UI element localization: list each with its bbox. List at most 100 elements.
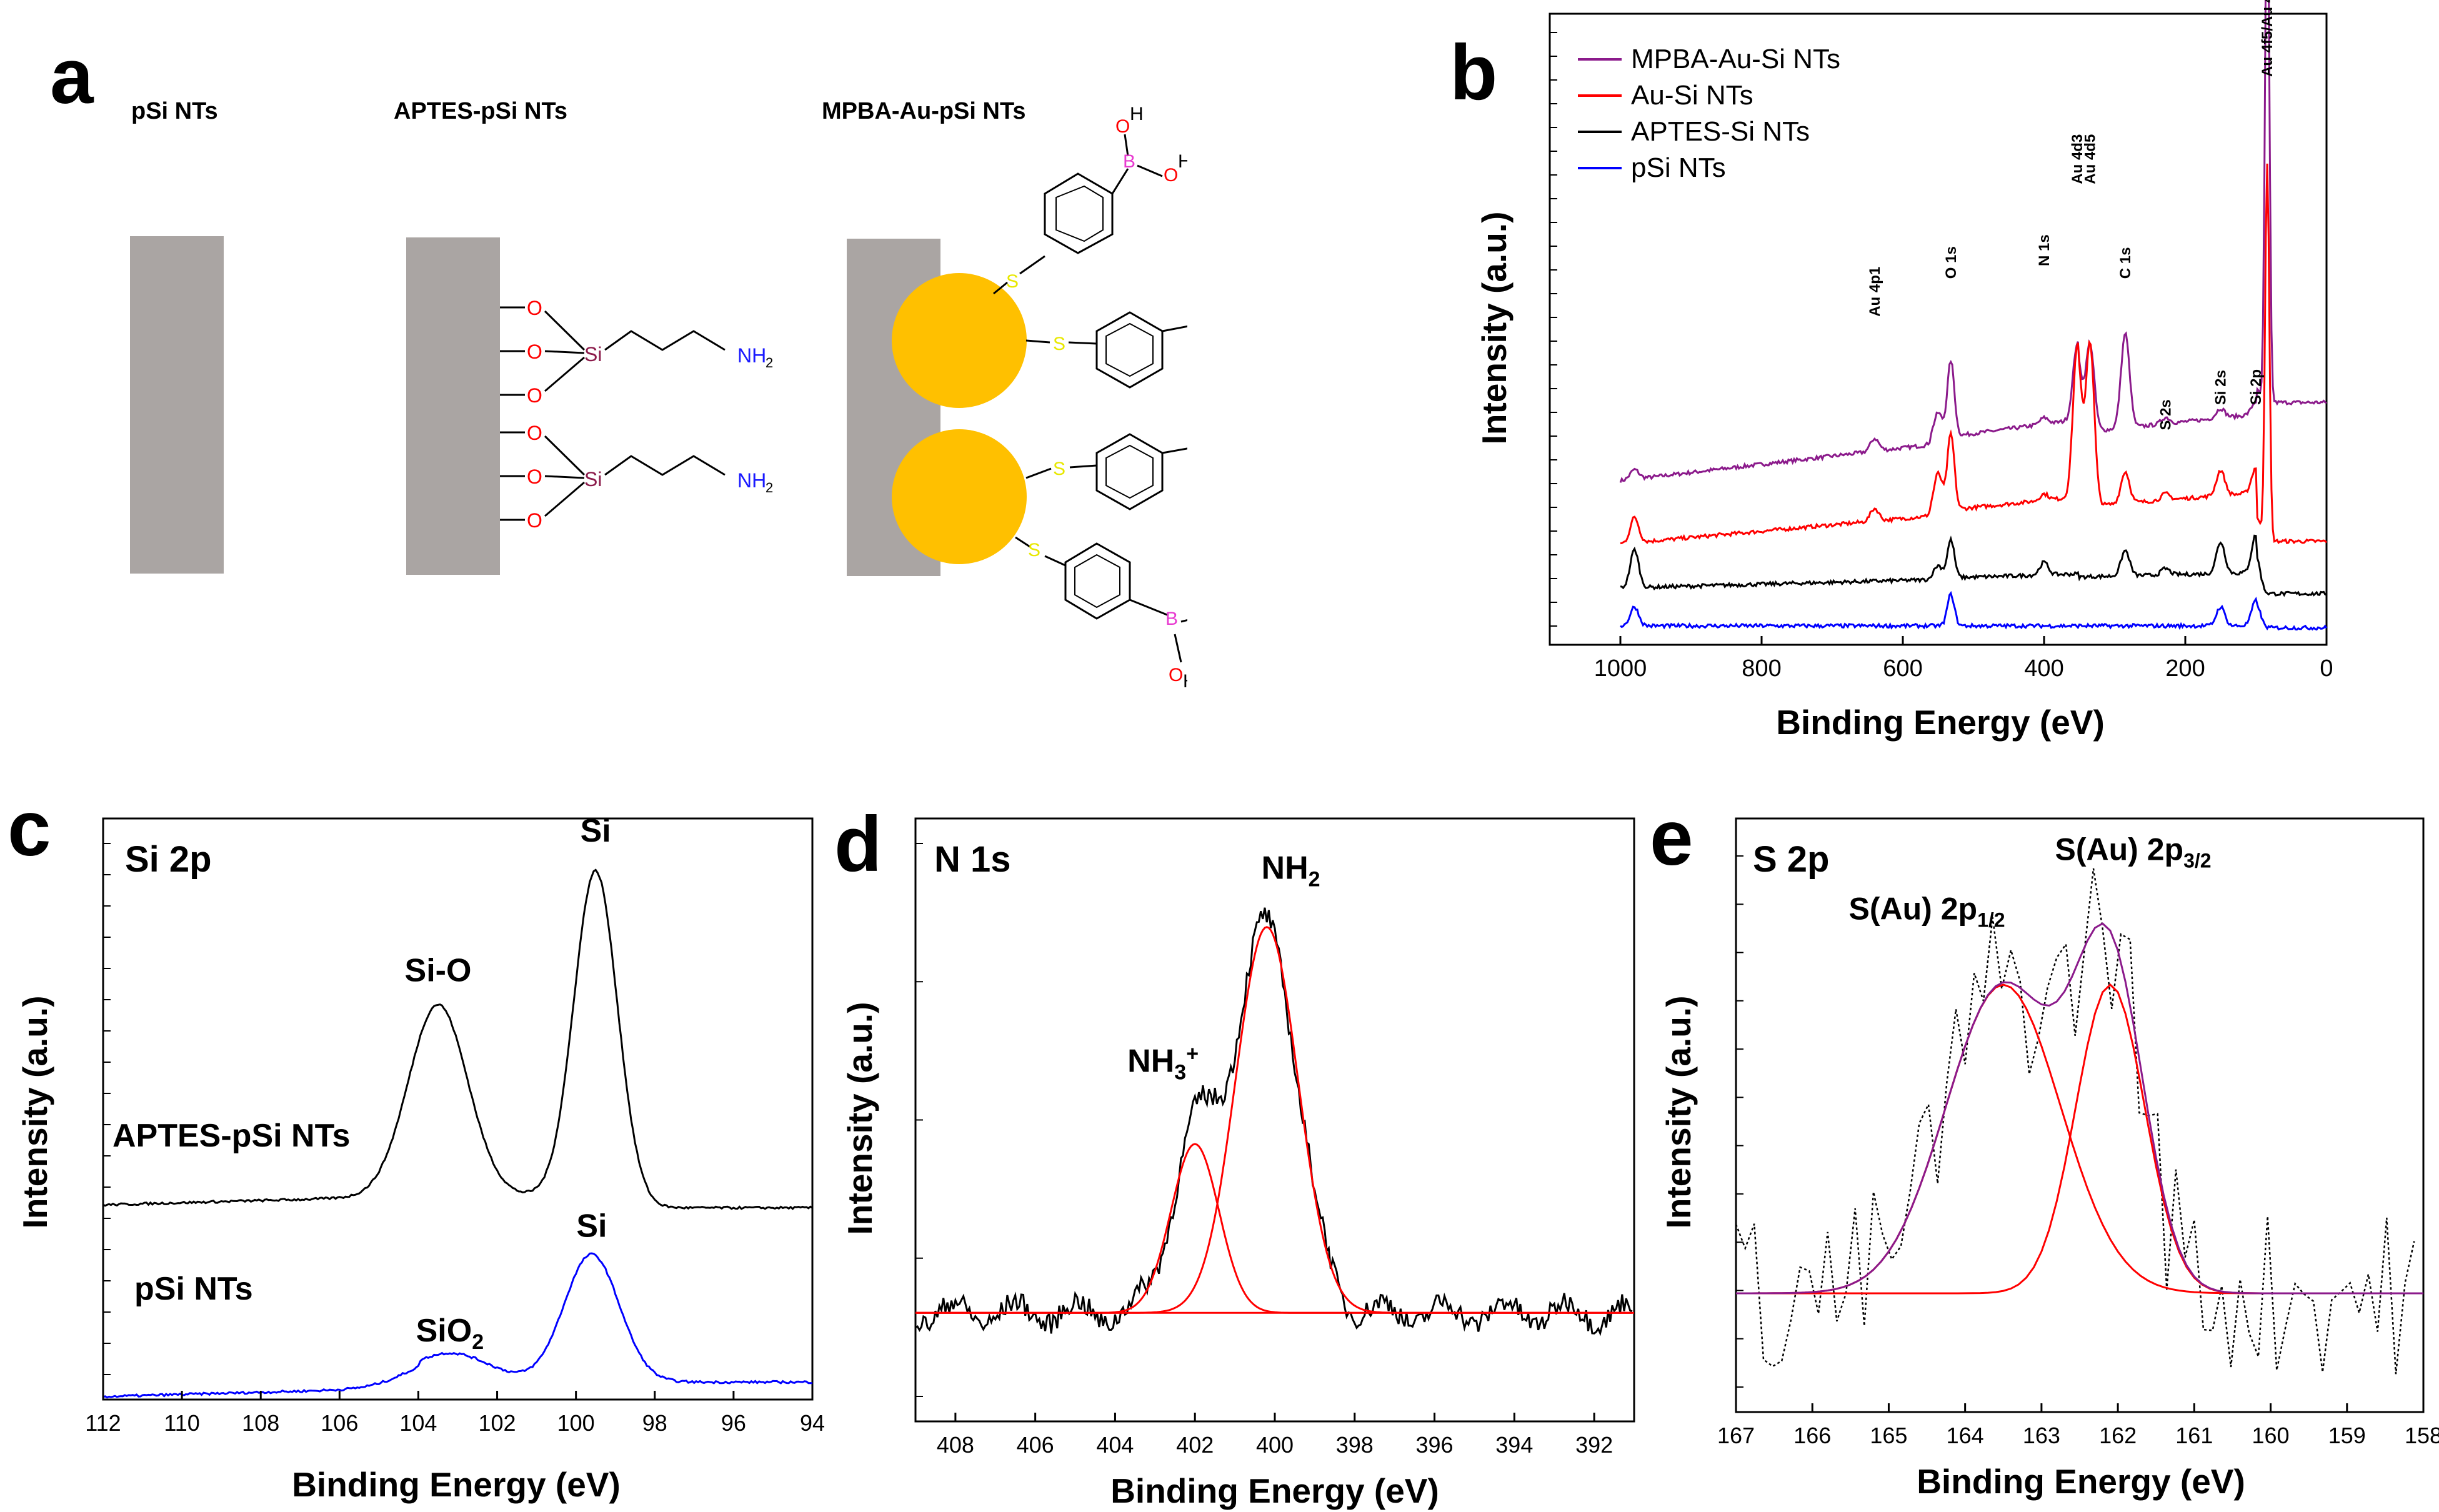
fit-line-nh2 (915, 926, 1632, 1314)
amine-sub: 2 (766, 480, 773, 495)
y-axis-label: Intensity (a.u.) (16, 996, 54, 1229)
gold-nanoparticle (892, 273, 1027, 408)
peak-annotations: Si-O Si Si SiO2 (405, 813, 611, 1354)
peak-annotation: Si (581, 813, 611, 849)
boron-atom: B (1165, 609, 1178, 629)
x-tick-label: 165 (1870, 1423, 1907, 1448)
panel-e-label: e (1650, 795, 1693, 882)
x-ticks-group: 1000 800 600 400 200 0 (1550, 32, 2333, 682)
scheme-title-psi: pSi NTs (131, 98, 218, 124)
x-tick-label: 408 (937, 1432, 974, 1458)
peak-label: Au 4p1 (1867, 267, 1883, 317)
x-tick-label: 800 (1742, 655, 1781, 682)
x-ticks-group: 408 406 404 402 400 398 396 394 392 (915, 843, 1613, 1458)
amine-n: NH (737, 469, 766, 492)
aptes-molecule-bottom (500, 431, 726, 521)
x-tick-label: 396 (1416, 1432, 1454, 1458)
x-tick-label: 1000 (1594, 655, 1647, 682)
silicon-atom: Si (584, 343, 602, 366)
x-tick-label: 94 (800, 1410, 825, 1436)
legend-entry: pSi NTs (1631, 152, 1726, 183)
chart-title: Si 2p (125, 839, 212, 880)
x-tick-label: 392 (1575, 1432, 1613, 1458)
x-tick-label: 167 (1717, 1423, 1755, 1448)
sulfur-atom: S (1006, 271, 1019, 292)
hydroxyl: O (1115, 116, 1130, 137)
x-tick-label: 162 (2099, 1423, 2137, 1448)
subscript: 3/2 (2183, 850, 2211, 872)
sulfur-atom: S (1028, 540, 1040, 560)
oxygen-atom: O (527, 465, 542, 488)
measured-line (1735, 868, 2415, 1375)
measured-line (915, 907, 1633, 1336)
peak-label: Si 2p (2248, 369, 2265, 405)
x-tick-label: 402 (1176, 1432, 1214, 1458)
x-tick-label: 159 (2328, 1423, 2366, 1448)
peak-label: N 1s (2036, 234, 2053, 266)
series-label-psi: pSi NTs (134, 1271, 253, 1307)
aptes-molecule-top (500, 306, 726, 396)
fit-line-2p12 (1736, 983, 2423, 1295)
legend-entry: MPBA-Au-Si NTs (1631, 44, 1840, 74)
subscript: 3 (1174, 1060, 1186, 1084)
peak-annotation: Si-O (405, 952, 472, 988)
x-tick-label: 112 (85, 1410, 121, 1436)
x-tick-label: 600 (1883, 655, 1922, 682)
series-labels: APTES-pSi NTs pSi NTs (112, 1118, 350, 1307)
y-axis-label: Intensity (a.u.) (840, 1002, 879, 1235)
legend: MPBA-Au-Si NTs Au-Si NTs APTES-Si NTs pSi N… (1578, 44, 1840, 183)
x-tick-label: 200 (2165, 655, 2205, 682)
x-tick-label: 100 (557, 1410, 595, 1436)
peak-label: C 1s (2117, 247, 2134, 279)
x-tick-label: 394 (1495, 1432, 1533, 1458)
plot-frame (1735, 817, 2425, 1413)
sulfur-atom: S (1053, 459, 1065, 479)
aptes-rod (406, 237, 500, 575)
x-tick-label: 96 (721, 1410, 746, 1436)
superscript: + (1186, 1042, 1199, 1065)
x-axis-label: Binding Energy (eV) (1110, 1471, 1439, 1510)
oxygen-atom: O (527, 422, 542, 444)
s2p-series-group (1735, 868, 2423, 1375)
oxygen-atom: O (527, 509, 542, 532)
peak-label: Au 4d3 (2069, 134, 2086, 184)
survey-series-group (1619, 0, 2328, 631)
y-axis-label: Intensity (a.u.) (1475, 212, 1514, 445)
x-axis-label: Binding Energy (eV) (1776, 703, 2105, 742)
panel-a-label: a (50, 33, 94, 120)
hydroxyl: O (1169, 665, 1183, 685)
scheme-title-aptes: APTES-pSi NTs (394, 98, 567, 124)
x-tick-label: 102 (479, 1410, 516, 1436)
hydroxyl-h: H (1183, 671, 1187, 692)
peak-annotation: NH3+ (1127, 1042, 1199, 1084)
x-tick-label: 104 (399, 1410, 437, 1436)
y-axis-label: Intensity (a.u.) (1659, 996, 1698, 1229)
subscript: 2 (1309, 868, 1320, 892)
peak-label: Au 4d5 (2082, 134, 2098, 184)
si2p-line (102, 868, 813, 1210)
x-axis-label: Binding Energy (eV) (292, 1465, 621, 1504)
panel-d-label: d (834, 801, 882, 888)
x-tick-label: 166 (1793, 1423, 1831, 1448)
amine-sub: 2 (766, 355, 773, 371)
x-ticks-group: 112 110 108 106 104 102 100 98 96 94 (85, 843, 825, 1436)
peak-annotation: Si (576, 1208, 607, 1245)
envelope-line (1736, 922, 2423, 1295)
oxygen-atom: O (527, 341, 542, 363)
x-tick-label: 404 (1096, 1432, 1134, 1458)
mpba-linkers (993, 134, 1187, 663)
x-tick-label: 110 (164, 1410, 199, 1436)
x-tick-label: 0 (2320, 655, 2333, 682)
legend-entry: APTES-Si NTs (1631, 116, 1810, 147)
fit-line-2p32 (1736, 983, 2423, 1295)
survey-line (1619, 0, 2327, 483)
panel-a-scheme: a pSi NTs APTES-pSi NTs MPBA-Au-pSi NTs … (50, 33, 1187, 692)
x-tick-label: 163 (2023, 1423, 2060, 1448)
peak-label: S 2s (2157, 399, 2174, 430)
plot-frame (1549, 12, 2328, 646)
hydroxyl-h: H (1130, 104, 1144, 124)
peak-label: O 1s (1943, 246, 1960, 279)
x-tick-label: 398 (1336, 1432, 1374, 1458)
plot-frame (914, 817, 1635, 1423)
